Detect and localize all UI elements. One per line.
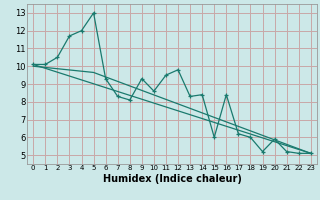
X-axis label: Humidex (Indice chaleur): Humidex (Indice chaleur) bbox=[103, 174, 241, 184]
